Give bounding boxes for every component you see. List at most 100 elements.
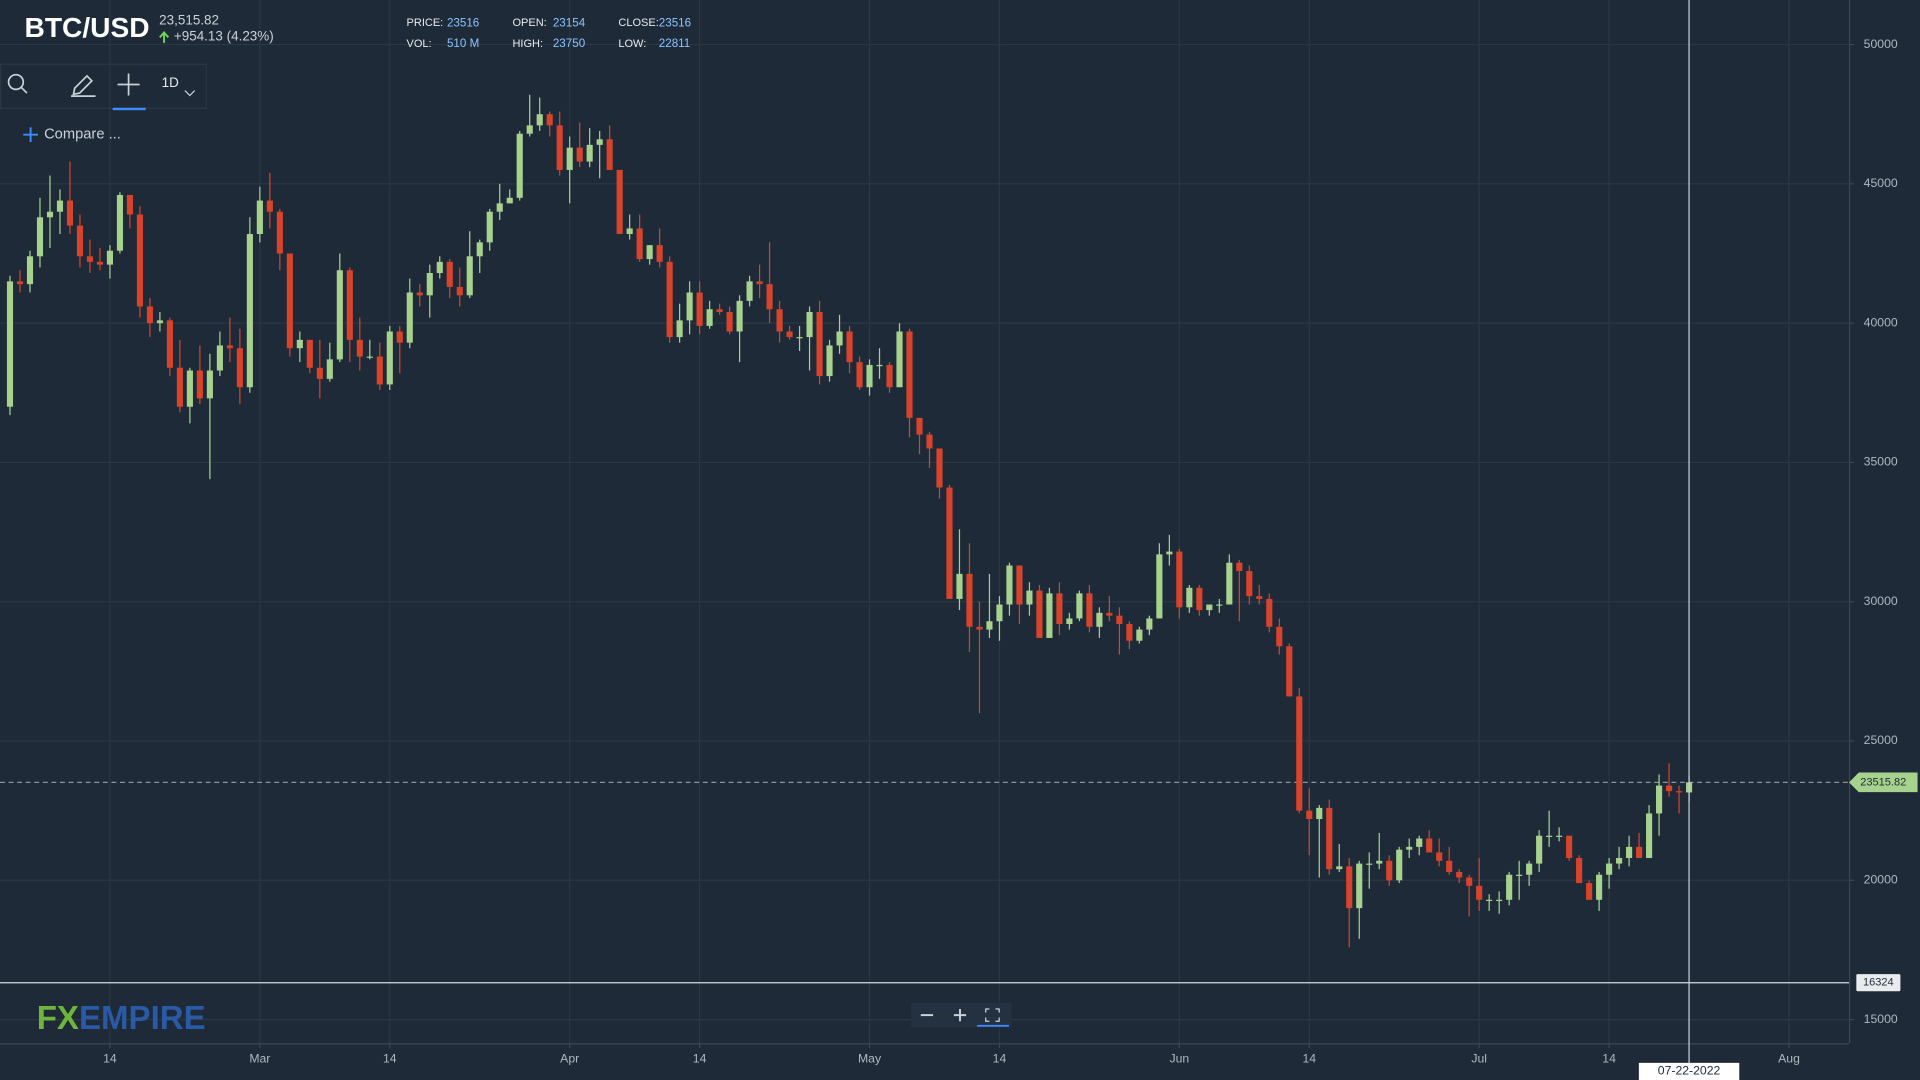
x-tick-label: 14: [993, 1051, 1007, 1065]
candle-body: [56, 200, 64, 212]
candle-body: [246, 234, 253, 388]
interval-chevron[interactable]: [184, 90, 196, 97]
candle-body: [756, 281, 763, 285]
candle-body: [1496, 899, 1503, 902]
candle-body: [1306, 810, 1313, 820]
candle-body: [186, 370, 193, 407]
stat-label: OPEN:: [512, 17, 546, 29]
stat-value: 23750: [553, 37, 586, 50]
candle-body: [486, 211, 493, 243]
candle-body: [96, 261, 104, 265]
candle-body: [1206, 604, 1213, 611]
candle-body: [136, 214, 143, 307]
candle-body: [336, 270, 343, 360]
x-tick-label: May: [858, 1051, 882, 1065]
candle-body: [1136, 629, 1143, 641]
candle-body: [216, 345, 223, 371]
x-tick-label: Jun: [1169, 1051, 1189, 1065]
candle-body: [636, 228, 643, 260]
candle-body: [816, 312, 823, 377]
candle-body: [46, 211, 54, 218]
candle-body: [1506, 874, 1513, 900]
candle-body: [456, 286, 463, 296]
candle-body: [1626, 846, 1633, 859]
candle-body: [396, 331, 403, 343]
candle-body: [926, 434, 933, 449]
candle-body: [1146, 618, 1153, 630]
y-tick-label: 15000: [1864, 1012, 1898, 1026]
candle-body: [1056, 593, 1063, 625]
zoom-in[interactable]: [953, 1008, 967, 1022]
candle-body: [206, 370, 213, 399]
up-arrow: [159, 30, 170, 43]
candle-body: [106, 250, 114, 265]
candle-body: [1616, 858, 1623, 864]
stat-label: HIGH:: [512, 38, 543, 50]
candle-body: [426, 273, 433, 296]
candle-body: [1586, 883, 1593, 900]
stat-value: 23516: [659, 16, 691, 29]
logo: FXEMPIRE: [37, 1000, 206, 1037]
last-price-label: 23515.82: [1860, 776, 1906, 788]
candle-body: [76, 225, 84, 257]
y-tick-label: 50000: [1864, 37, 1898, 51]
candle-body: [1666, 785, 1673, 792]
candle-body: [406, 292, 413, 343]
candle-body: [376, 356, 383, 385]
candle-body: [1546, 835, 1553, 837]
candle-body: [696, 292, 703, 326]
stat-label: CLOSE:: [618, 17, 658, 29]
candle-body: [1376, 860, 1383, 864]
compare-button[interactable]: Compare ...: [44, 127, 121, 143]
candle-body: [1066, 618, 1073, 625]
candle-body: [1116, 615, 1123, 625]
candle-body: [716, 309, 723, 313]
candle-body: [276, 211, 283, 254]
candle-body: [1636, 846, 1643, 859]
fullscreen[interactable]: [985, 1008, 1000, 1022]
candle-body: [546, 114, 553, 126]
candle-body: [1466, 877, 1473, 886]
candle-body: [1556, 835, 1563, 837]
candle-body: [1516, 874, 1523, 876]
candle-body: [886, 364, 893, 388]
y-tick-label: 20000: [1864, 873, 1898, 887]
candle-body: [266, 200, 273, 212]
candle-body: [676, 320, 683, 338]
candle-body: [1076, 593, 1083, 619]
candle-body: [916, 417, 923, 435]
candle-body: [176, 367, 183, 407]
candle-body: [586, 144, 593, 162]
candle-body: [1106, 612, 1113, 616]
candle-body: [476, 242, 483, 257]
candle-body: [1236, 562, 1243, 572]
candle-body: [366, 356, 373, 358]
interval-button[interactable]: 1D: [162, 75, 179, 90]
crosshair-button[interactable]: [112, 73, 146, 111]
candle-body: [976, 626, 983, 630]
candle-body: [1436, 852, 1443, 861]
candle-body: [1176, 551, 1183, 608]
compare-plus[interactable]: [23, 127, 38, 143]
candle-body: [1386, 860, 1393, 881]
candle-body: [506, 197, 513, 204]
search-button[interactable]: [7, 73, 28, 94]
candle-body: [516, 133, 523, 198]
candle-body: [1126, 624, 1133, 641]
candle-body: [236, 348, 243, 388]
candle-body: [1326, 807, 1333, 870]
candle-body: [1336, 866, 1343, 870]
x-tick-label: Aug: [1778, 1051, 1800, 1065]
y-tick-label: 40000: [1864, 315, 1898, 329]
candle-body: [996, 604, 1003, 622]
candle-body: [1476, 885, 1483, 900]
draw-button[interactable]: [71, 74, 96, 97]
candle-body: [646, 245, 653, 260]
candle-body: [1266, 598, 1273, 627]
stat-label: LOW:: [618, 38, 646, 50]
candle-body: [1396, 849, 1403, 881]
candle-body: [896, 331, 903, 388]
